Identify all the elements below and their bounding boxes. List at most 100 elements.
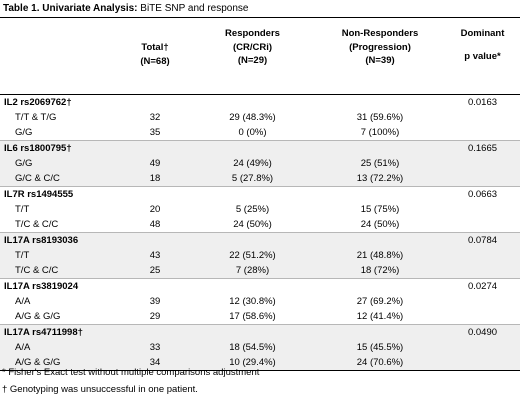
header-p-value: Dominant p value* bbox=[445, 17, 520, 95]
empty-cell bbox=[190, 186, 315, 202]
empty-cell bbox=[445, 217, 520, 233]
empty-cell bbox=[445, 294, 520, 309]
genotype-row: A/G & G/G 29 17 (58.6%) 12 (41.4%) bbox=[0, 309, 520, 325]
total-count: 49 bbox=[120, 156, 190, 171]
p-value: 0.0663 bbox=[445, 186, 520, 202]
empty-cell bbox=[120, 324, 190, 340]
p-value: 0.0784 bbox=[445, 232, 520, 248]
header-non-responders-line: (N=39) bbox=[365, 55, 395, 66]
empty-cell bbox=[190, 278, 315, 294]
responders-value: 24 (50%) bbox=[233, 219, 272, 230]
total-count: 29 bbox=[149, 311, 161, 322]
footnote-genotyping: † Genotyping was unsuccessful in one pat… bbox=[2, 384, 198, 395]
snp-name: IL17A rs4711998† bbox=[0, 324, 120, 340]
genotype-row: G/C & C/C 18 5 (27.8%) 13 (72.2%) bbox=[0, 171, 520, 187]
empty-cell bbox=[120, 232, 190, 248]
total-count: 43 bbox=[120, 248, 190, 263]
caption-label: Table 1. Univariate Analysis: bbox=[3, 3, 138, 14]
header-total: Total† (N=68) bbox=[120, 17, 190, 95]
empty-cell bbox=[445, 309, 520, 325]
header-non-responders-line: (Progression) bbox=[349, 41, 411, 53]
genotype-label: A/A bbox=[15, 296, 31, 307]
empty-cell bbox=[445, 110, 520, 125]
responders-value: 5 (25%) bbox=[235, 204, 270, 215]
empty-cell bbox=[120, 278, 190, 294]
genotype-row: G/G 49 24 (49%) 25 (51%) bbox=[0, 156, 520, 171]
empty-cell bbox=[190, 94, 315, 110]
genotype-row: T/T & T/G 32 29 (48.3%) 31 (59.6%) bbox=[0, 110, 520, 125]
empty-cell bbox=[445, 340, 520, 355]
p-value: 0.0490 bbox=[445, 324, 520, 340]
non-responders-value: 25 (51%) bbox=[315, 156, 445, 171]
empty-cell bbox=[445, 171, 520, 187]
snp-name: IL2 rs2069762† bbox=[0, 94, 120, 110]
non-responders-value: 24 (70.6%) bbox=[315, 355, 445, 371]
genotype-row: A/G & G/G 34 10 (29.4%) 24 (70.6%) bbox=[0, 355, 520, 371]
empty-cell bbox=[445, 202, 520, 217]
empty-cell bbox=[315, 94, 445, 110]
total-count: 20 bbox=[149, 204, 161, 215]
responders-value: 22 (51.2%) bbox=[190, 248, 315, 263]
non-responders-value: 13 (72.2%) bbox=[315, 171, 445, 187]
responders-value: 29 (48.3%) bbox=[229, 112, 276, 123]
genotype-label: G/G bbox=[15, 127, 33, 138]
genotype-row: T/C & C/C 25 7 (28%) 18 (72%) bbox=[0, 263, 520, 279]
snp-row: IL17A rs3819024 0.0274 bbox=[0, 278, 520, 294]
header-non-responders: Non-Responders (Progression) (N=39) bbox=[315, 17, 445, 95]
genotype-label: A/G & G/G bbox=[0, 355, 120, 371]
non-responders-value: 31 (59.6%) bbox=[356, 112, 404, 123]
empty-cell bbox=[315, 232, 445, 248]
empty-cell bbox=[315, 140, 445, 156]
footnote-fisher: * Fisher's Exact test without multiple c… bbox=[2, 367, 260, 378]
header-total-line: (N=68) bbox=[140, 55, 170, 67]
genotype-label: T/C & C/C bbox=[0, 263, 120, 279]
header-responders: Responders (CR/CRi) (N=29) bbox=[190, 17, 315, 95]
empty-cell bbox=[315, 278, 445, 294]
genotype-label: T/T bbox=[15, 204, 30, 215]
genotype-row: A/A 39 12 (30.8%) 27 (69.2%) bbox=[0, 294, 520, 309]
total-count: 48 bbox=[149, 219, 161, 230]
total-count: 25 bbox=[120, 263, 190, 279]
p-value: 0.1665 bbox=[445, 140, 520, 156]
snp-row: IL6 rs1800795† 0.1665 bbox=[0, 140, 520, 156]
total-count: 18 bbox=[120, 171, 190, 187]
genotype-row: G/G 35 0 (0%) 7 (100%) bbox=[0, 125, 520, 141]
p-value: 0.0163 bbox=[445, 94, 520, 110]
header-p-value-line: Dominant bbox=[460, 28, 505, 39]
total-count: 33 bbox=[120, 340, 190, 355]
total-count: 35 bbox=[149, 127, 161, 138]
snp-row: IL17A rs8193036 0.0784 bbox=[0, 232, 520, 248]
non-responders-value: 12 (41.4%) bbox=[356, 311, 404, 322]
header-total-line: Total† bbox=[141, 42, 169, 53]
non-responders-value: 15 (75%) bbox=[360, 204, 400, 215]
non-responders-value: 27 (69.2%) bbox=[356, 296, 404, 307]
caption-text: BiTE SNP and response bbox=[140, 3, 249, 14]
genotype-row: T/C & C/C 48 24 (50%) 24 (50%) bbox=[0, 217, 520, 233]
responders-value: 24 (49%) bbox=[190, 156, 315, 171]
non-responders-value: 18 (72%) bbox=[315, 263, 445, 279]
empty-cell bbox=[445, 125, 520, 141]
responders-value: 10 (29.4%) bbox=[190, 355, 315, 371]
header-responders-line: (N=29) bbox=[237, 55, 268, 66]
empty-cell bbox=[120, 186, 190, 202]
header-responders-line: Responders bbox=[225, 28, 280, 39]
responders-value: 18 (54.5%) bbox=[190, 340, 315, 355]
responders-value: 17 (58.6%) bbox=[229, 311, 276, 322]
header-non-responders-line: Non-Responders bbox=[341, 28, 419, 39]
p-value: 0.0274 bbox=[445, 278, 520, 294]
responders-value: 12 (30.8%) bbox=[229, 296, 276, 307]
non-responders-value: 15 (45.5%) bbox=[315, 340, 445, 355]
non-responders-value: 7 (100%) bbox=[360, 127, 400, 138]
genotype-label: G/G bbox=[0, 156, 120, 171]
snp-row: IL2 rs2069762† 0.0163 bbox=[0, 94, 520, 110]
snp-name: IL7R rs1494555 bbox=[0, 186, 120, 202]
snp-row: IL7R rs1494555 0.0663 bbox=[0, 186, 520, 202]
header-label-cell bbox=[0, 17, 120, 95]
table-caption: Table 1. Univariate Analysis: BiTE SNP a… bbox=[3, 2, 249, 15]
header-p-value-line: p value* bbox=[464, 50, 501, 62]
non-responders-value: 24 (50%) bbox=[360, 219, 400, 230]
non-responders-value: 21 (48.8%) bbox=[315, 248, 445, 263]
results-table: Total† (N=68) Responders (CR/CRi) (N=29)… bbox=[0, 17, 520, 371]
snp-name: IL17A rs8193036 bbox=[0, 232, 120, 248]
table-header-row: Total† (N=68) Responders (CR/CRi) (N=29)… bbox=[0, 17, 520, 95]
